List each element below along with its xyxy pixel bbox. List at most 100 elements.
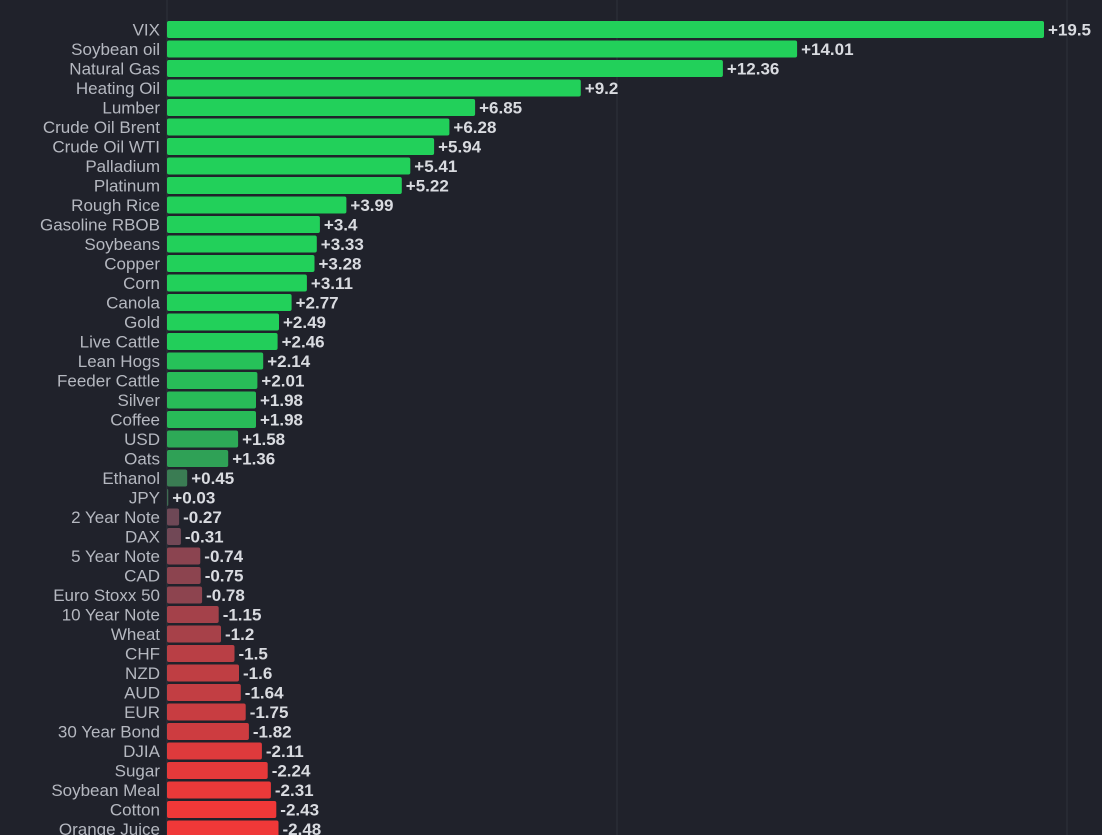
category-label: Lumber — [102, 99, 160, 118]
bar — [167, 196, 347, 214]
category-label: 30 Year Bond — [58, 723, 160, 742]
value-label: -1.15 — [223, 606, 262, 625]
category-label: USD — [124, 430, 160, 449]
category-label: 10 Year Note — [62, 606, 160, 625]
category-label: Crude Oil Brent — [43, 118, 160, 137]
category-label: Crude Oil WTI — [52, 138, 160, 157]
bar — [167, 801, 277, 818]
value-label-layer: +19.5 +14.01 +12.36 +9.2 +6.85+6.28+5.94+5.4… — [172, 21, 1091, 835]
category-label: 5 Year Note — [71, 547, 160, 566]
category-label: Orange Juice — [59, 820, 160, 835]
bar — [167, 157, 411, 175]
category-label: Platinum — [94, 177, 160, 196]
value-label: +1.36 — [232, 450, 275, 469]
value-label: -1.64 — [245, 684, 284, 703]
value-label: -2.24 — [272, 762, 311, 781]
bar — [167, 40, 798, 58]
value-label: -1.2 — [225, 625, 254, 644]
value-label: +1.58 — [242, 430, 285, 449]
value-label: +2.49 — [283, 313, 326, 332]
value-label: +0.45 — [191, 469, 234, 488]
bar — [167, 742, 262, 760]
value-label: -0.31 — [185, 528, 224, 547]
category-label: Copper — [104, 255, 160, 274]
category-label: Feeder Cattle — [57, 372, 160, 391]
bar-layer — [167, 21, 1044, 835]
category-label: CHF — [125, 645, 160, 664]
category-label: Silver — [117, 391, 160, 410]
category-label: Wheat — [111, 625, 160, 644]
bar — [167, 372, 258, 389]
category-label: VIX — [133, 21, 160, 40]
bar — [167, 411, 256, 428]
value-label: +3.28 — [319, 255, 362, 274]
value-label: +1.98 — [260, 391, 303, 410]
bar — [167, 99, 476, 116]
bar — [167, 489, 169, 506]
value-label: +12.36 — [727, 60, 779, 79]
bar — [167, 235, 317, 253]
bar — [167, 528, 181, 545]
value-label: +3.33 — [321, 235, 364, 254]
category-label: JPY — [129, 489, 160, 508]
bar — [167, 21, 1044, 38]
bar — [167, 645, 235, 662]
bar — [167, 430, 239, 448]
category-label: Soybean oil — [71, 40, 160, 59]
category-label: 2 Year Note — [71, 508, 160, 527]
value-label: -2.11 — [266, 742, 304, 761]
value-label: +5.22 — [406, 177, 449, 196]
bar — [167, 333, 278, 350]
value-label: -0.74 — [204, 547, 243, 566]
category-label: Ethanol — [102, 469, 160, 488]
category-label: Rough Rice — [71, 196, 160, 215]
bar — [167, 781, 271, 799]
value-label: +6.85 — [479, 99, 522, 118]
value-label: +2.46 — [282, 333, 325, 352]
bar — [167, 391, 256, 409]
bar — [167, 216, 320, 233]
value-label: +2.01 — [261, 372, 304, 391]
bar — [167, 664, 239, 682]
bar — [167, 703, 246, 721]
category-label: Lean Hogs — [78, 352, 160, 371]
bar — [167, 723, 249, 740]
value-label: +3.99 — [350, 196, 393, 215]
value-label: +14.01 — [801, 40, 853, 59]
bar — [167, 60, 723, 77]
category-label: Soybean Meal — [51, 781, 160, 800]
value-label: -2.48 — [283, 820, 322, 835]
value-label: -0.27 — [183, 508, 222, 527]
value-label: +3.11 — [311, 274, 353, 293]
value-label: +6.28 — [453, 118, 496, 137]
category-label: Sugar — [115, 762, 161, 781]
bar — [167, 79, 581, 97]
value-label: -2.31 — [275, 781, 314, 800]
value-label: +1.98 — [260, 411, 303, 430]
category-label: CAD — [124, 567, 160, 586]
bar — [167, 820, 279, 835]
category-label: EUR — [124, 703, 160, 722]
category-label: Gold — [124, 313, 160, 332]
category-label: AUD — [124, 684, 160, 703]
bar — [167, 352, 264, 370]
value-label: +5.94 — [438, 138, 482, 157]
bar — [167, 606, 219, 623]
bar — [167, 138, 435, 155]
bar — [167, 684, 241, 701]
bar — [167, 255, 315, 272]
category-label: Corn — [123, 274, 160, 293]
bar — [167, 294, 292, 311]
category-label: NZD — [125, 664, 160, 683]
category-label: Oats — [124, 450, 160, 469]
category-label: Coffee — [110, 411, 160, 430]
bar — [167, 625, 221, 643]
value-label: +0.03 — [172, 489, 215, 508]
bar — [167, 313, 279, 331]
category-label: Gasoline RBOB — [40, 216, 160, 235]
value-label: +19.5 — [1048, 21, 1091, 40]
category-label: Cotton — [110, 801, 160, 820]
value-label: -0.78 — [206, 586, 245, 605]
